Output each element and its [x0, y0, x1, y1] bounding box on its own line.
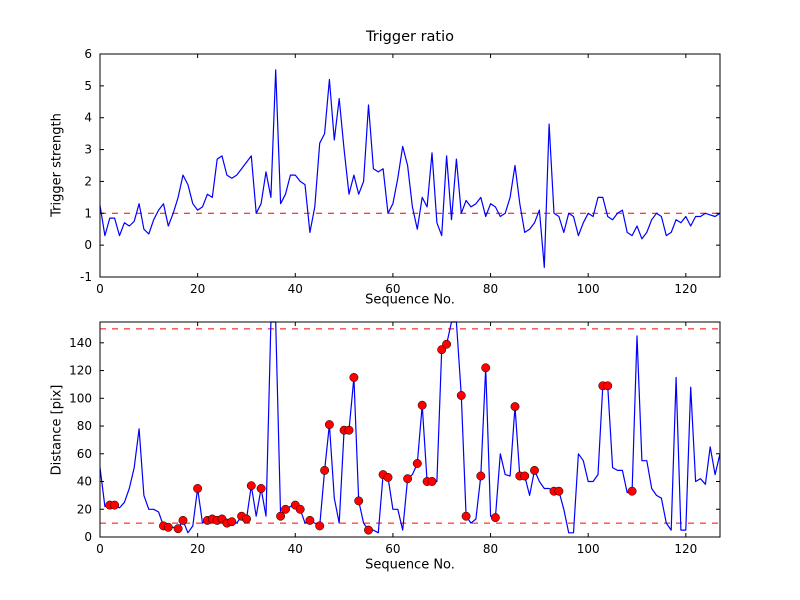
- data-marker: [276, 511, 286, 521]
- y-tick-label: 5: [84, 79, 92, 93]
- data-marker: [320, 465, 330, 475]
- x-tick-label: 100: [577, 282, 600, 296]
- x-tick-label: 120: [674, 282, 697, 296]
- y-tick-label: 80: [77, 419, 92, 433]
- data-marker: [256, 484, 266, 493]
- x-tick-label: 80: [483, 282, 498, 296]
- x-tick-label: 0: [96, 542, 104, 556]
- data-marker: [442, 339, 452, 349]
- bottom-y-axis-label: Distance [pix]: [49, 384, 65, 476]
- data-marker: [344, 425, 354, 435]
- data-marker: [461, 511, 471, 521]
- y-tick-label: 3: [84, 143, 92, 157]
- data-line: [99, 321, 721, 534]
- y-tick-label: 120: [69, 364, 92, 378]
- x-tick-label: 60: [385, 282, 400, 296]
- data-marker: [627, 486, 637, 496]
- x-tick-label: 120: [674, 542, 697, 556]
- data-marker: [110, 500, 120, 510]
- subplot-0: 0 20 40 60 80 100 120 -1 0 1 2 3 4 5 6: [80, 47, 721, 296]
- data-marker: [178, 515, 188, 525]
- top-plot-title: Trigger ratio: [365, 29, 455, 45]
- x-tick-label: 40: [288, 282, 303, 296]
- data-marker: [412, 459, 422, 468]
- data-marker: [354, 496, 364, 506]
- y-tick-label: 100: [69, 391, 92, 405]
- data-marker: [510, 402, 520, 412]
- y-tick-label: 60: [77, 447, 92, 461]
- data-marker: [554, 486, 564, 496]
- data-marker: [530, 465, 539, 475]
- data-marker: [246, 481, 256, 491]
- data-marker: [163, 522, 173, 532]
- data-marker: [227, 517, 237, 527]
- data-marker: [383, 472, 393, 482]
- data-marker: [603, 381, 613, 391]
- axes-frame: [99, 53, 721, 278]
- data-marker: [349, 373, 359, 382]
- y-tick-label: -1: [80, 270, 92, 284]
- data-line: [99, 69, 721, 268]
- axes-frame: [99, 321, 721, 538]
- data-marker: [324, 420, 334, 430]
- data-marker: [490, 513, 500, 523]
- x-tick-label: 80: [483, 542, 498, 556]
- data-marker: [242, 514, 251, 524]
- data-marker: [173, 524, 183, 534]
- data-marker: [364, 525, 373, 535]
- x-tick-label: 20: [190, 282, 205, 296]
- x-tick-label: 60: [385, 542, 400, 556]
- x-tick-label: 40: [288, 542, 303, 556]
- data-marker: [481, 363, 491, 373]
- y-tick-label: 0: [84, 530, 92, 544]
- top-y-axis-label: Trigger strength: [49, 113, 65, 217]
- data-marker: [427, 477, 437, 486]
- data-marker: [403, 474, 413, 484]
- x-tick-label: 20: [190, 542, 205, 556]
- subplot-1: 0 20 40 60 80 100 120 0 20 40 60 80 100 120 140: [69, 321, 721, 556]
- data-marker: [520, 471, 530, 481]
- y-tick-label: 20: [77, 502, 92, 516]
- y-tick-label: 1: [84, 206, 92, 220]
- data-marker: [476, 471, 486, 481]
- bottom-x-axis-label: Sequence No.: [365, 557, 455, 573]
- data-marker: [315, 521, 325, 531]
- x-tick-label: 100: [577, 542, 600, 556]
- y-tick-label: 4: [84, 111, 92, 125]
- y-tick-label: 2: [84, 174, 92, 188]
- data-marker: [417, 400, 427, 410]
- x-tick-label: 0: [96, 282, 104, 296]
- y-tick-label: 0: [84, 238, 92, 252]
- data-marker: [281, 504, 290, 514]
- top-x-axis-label: Sequence No.: [365, 292, 455, 308]
- data-marker: [305, 515, 315, 525]
- data-marker: [295, 504, 305, 514]
- data-marker: [193, 484, 203, 493]
- y-tick-label: 40: [77, 475, 92, 489]
- y-tick-label: 140: [69, 336, 92, 350]
- y-tick-label: 6: [84, 47, 92, 61]
- data-marker: [456, 391, 466, 400]
